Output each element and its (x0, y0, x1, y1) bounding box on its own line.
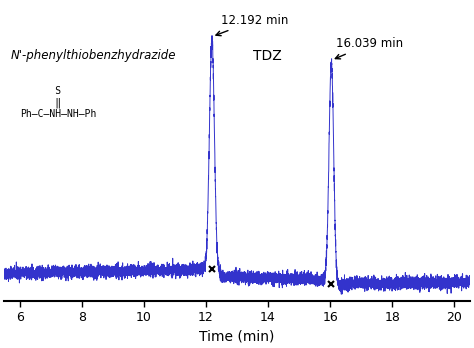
Text: 12.192 min: 12.192 min (216, 14, 289, 36)
X-axis label: Time (min): Time (min) (199, 330, 275, 344)
Text: TDZ: TDZ (253, 49, 281, 63)
Text: 16.039 min: 16.039 min (335, 37, 403, 59)
Text: N'-phenylthiobenzhydrazide: N'-phenylthiobenzhydrazide (10, 49, 176, 62)
Text: S
      ‖
Ph—C—NH—NH—Ph: S ‖ Ph—C—NH—NH—Ph (20, 86, 96, 119)
